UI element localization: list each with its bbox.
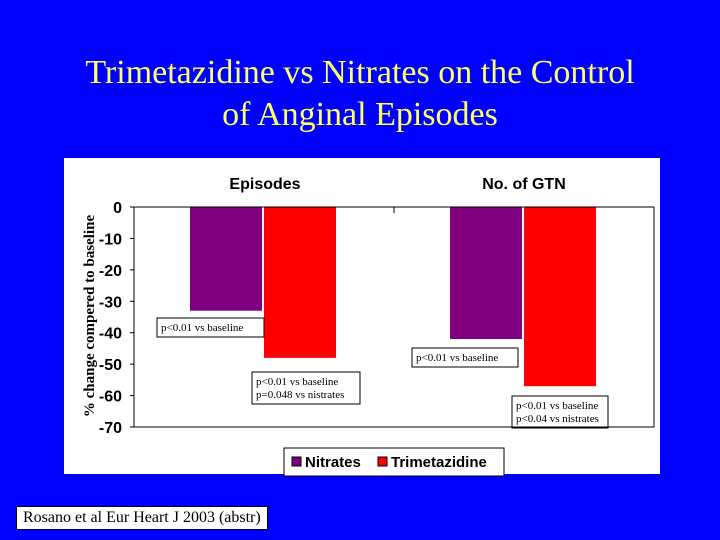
annotation-text: p<0.01 vs baseline: [256, 376, 338, 388]
y-tick-label: -30: [99, 294, 122, 311]
legend-label-nitrates: Nitrates: [305, 454, 361, 471]
title-line-1: Trimetazidine vs Nitrates on the Control: [85, 54, 635, 91]
y-tick-label: 0: [113, 200, 122, 217]
legend-label-trimetazidine: Trimetazidine: [391, 454, 487, 471]
annotation-text: p<0.01 vs baseline: [416, 352, 498, 364]
annotation-box: [251, 371, 361, 405]
y-tick-label: -50: [99, 357, 122, 374]
slide-title: Trimetazidine vs Nitrates on the Control…: [0, 52, 720, 136]
category-label: Episodes: [229, 176, 300, 193]
y-axis-label: % change compered to baseline: [82, 215, 98, 418]
bar-trimetazidine: [524, 207, 596, 387]
annotation-box: [411, 347, 519, 368]
legend-swatch-trimetazidine: [377, 456, 388, 467]
annotation: p<0.01 vs baseline: [411, 347, 519, 368]
bar-trimetazidine: [264, 207, 336, 358]
bar-nitrates: [450, 207, 522, 339]
annotation-text: p<0.04 vs nistrates: [516, 413, 599, 425]
y-tick-label: -40: [99, 326, 122, 343]
bar-nitrates: [190, 207, 262, 311]
y-tick-label: -70: [99, 420, 122, 437]
annotation-text: p=0.048 vs nistrates: [256, 389, 344, 401]
y-tick-label: -20: [99, 263, 122, 280]
legend-box: [283, 447, 505, 477]
citation: Rosano et al Eur Heart J 2003 (abstr): [16, 506, 268, 530]
legend-swatch-nitrates: [291, 456, 302, 467]
y-tick-label: -60: [99, 389, 122, 406]
y-tick-label: -10: [99, 231, 122, 248]
annotation-text: p<0.01 vs baseline: [161, 322, 243, 334]
category-label: No. of GTN: [482, 176, 566, 193]
annotation-text: p<0.01 vs baseline: [516, 400, 598, 412]
title-line-2: of Anginal Episodes: [222, 96, 498, 133]
annotation-box: [511, 395, 609, 429]
annotation: p<0.01 vs baseline: [156, 317, 265, 338]
annotation-box: [156, 317, 265, 338]
legend: Nitrates Trimetazidine: [283, 447, 505, 477]
